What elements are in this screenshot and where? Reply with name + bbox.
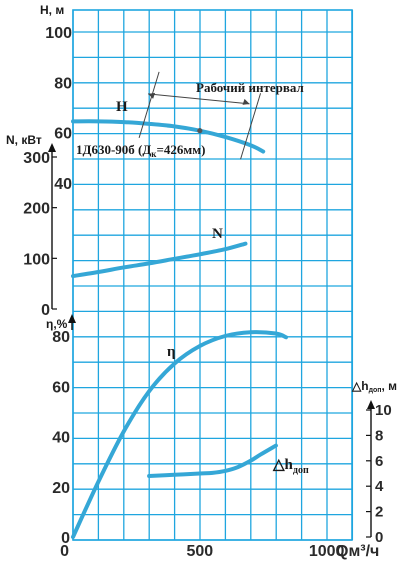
head-tick-label: 60 [54, 126, 72, 143]
eff-tick-label: 60 [52, 379, 70, 396]
efficiency-curve-label: η [167, 344, 176, 360]
power-tick-label: 100 [23, 251, 50, 268]
range-arrow [148, 93, 250, 105]
head-axis-title: Н, м [40, 3, 64, 17]
eff-tick-label: 40 [52, 430, 70, 447]
range-limit-line [240, 93, 262, 160]
head-tick-label: 100 [45, 25, 72, 42]
npsh-tick-label: 6 [375, 453, 383, 470]
power-curve-label: N [212, 226, 223, 242]
power-tick-label: 300 [23, 150, 50, 167]
operating-range-label: Рабочий интервал [196, 80, 304, 95]
npsh-tick-label: 2 [375, 504, 383, 521]
eff-tick-label: 20 [52, 480, 70, 497]
eff-tick-label: 80 [52, 329, 70, 346]
head-curve-label: Н [116, 99, 128, 115]
x-tick-label: 0 [60, 543, 69, 560]
npsh-tick-label: 10 [375, 402, 392, 419]
power-tick-label: 0 [41, 302, 50, 319]
curves [71, 119, 289, 539]
npsh-tick-label: 4 [375, 478, 384, 495]
eff-tick-label: 0 [61, 530, 70, 547]
pump-model-label: 1Д630-90б (Дк=426мм) [76, 142, 205, 159]
range-arrow-head [148, 92, 156, 99]
npsh-tick-label: 0 [375, 529, 383, 546]
range-arrow-head [242, 98, 250, 105]
power-curve [71, 241, 248, 279]
head-tick-label: 40 [54, 176, 72, 193]
x-axis-title: Qм³/ч [336, 543, 379, 560]
npsh-axis-arrow [367, 400, 375, 409]
eff-axis-arrow [68, 314, 76, 323]
eff-axis-title: η,% [46, 317, 68, 331]
head-tick-label: 80 [54, 75, 72, 92]
nominal-point [197, 128, 203, 134]
power-tick-label: 200 [23, 201, 50, 218]
x-tick-label: 1000 [309, 543, 345, 560]
x-tick-label: 500 [186, 543, 213, 560]
power-axis-arrow [48, 143, 56, 152]
range-limit-line [138, 71, 160, 139]
npsh-tick-label: 8 [375, 427, 383, 444]
head-curve [71, 119, 266, 154]
power-axis-title: N, кВт [6, 133, 42, 147]
efficiency-curve [71, 330, 289, 539]
npsh-axis-title: △hдоп, м [351, 379, 397, 394]
npsh-curve [147, 443, 278, 479]
